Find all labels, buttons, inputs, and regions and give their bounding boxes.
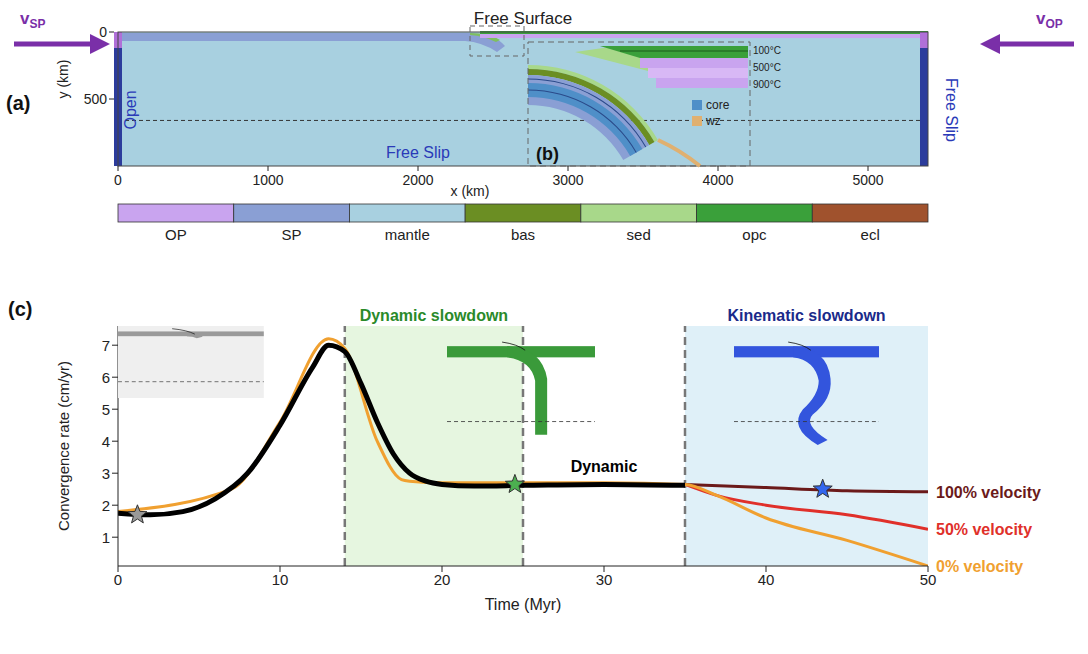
svg-text:0% velocity: 0% velocity [936,558,1023,575]
svg-text:opc: opc [742,226,767,243]
svg-text:x (km): x (km) [451,183,490,199]
svg-text:vOP: vOP [1036,9,1063,31]
svg-text:40: 40 [758,571,775,588]
svg-text:core: core [706,98,730,112]
svg-text:Dynamic: Dynamic [571,458,638,475]
svg-text:20: 20 [434,571,451,588]
svg-text:6: 6 [102,369,110,386]
svg-text:0: 0 [114,172,122,188]
svg-text:0: 0 [99,24,107,40]
svg-text:3000: 3000 [552,172,583,188]
svg-text:Free Slip: Free Slip [943,78,960,142]
svg-text:Time (Myr): Time (Myr) [485,596,562,613]
svg-text:4: 4 [102,433,110,450]
svg-text:1000: 1000 [252,172,283,188]
svg-text:50: 50 [920,571,937,588]
svg-text:30: 30 [596,571,613,588]
html-text:(c): (c) [8,298,33,320]
svg-text:900°C: 900°C [753,79,781,90]
svg-text:0: 0 [114,571,122,588]
svg-text:5000: 5000 [852,172,883,188]
svg-text:Convergence rate (cm/yr): Convergence rate (cm/yr) [55,361,72,531]
svg-text:(a): (a) [6,92,30,114]
svg-text:3: 3 [102,465,110,482]
svg-text:OP: OP [165,226,187,243]
svg-text:vSP: vSP [20,9,45,31]
svg-text:4000: 4000 [702,172,733,188]
svg-text:500°C: 500°C [753,62,781,73]
svg-text:(b): (b) [536,144,559,164]
svg-text:y (km): y (km) [55,60,71,99]
svg-text:10: 10 [272,571,289,588]
svg-text:5: 5 [102,401,110,418]
svg-text:ecl: ecl [861,226,880,243]
svg-text:Free Slip: Free Slip [386,144,450,161]
svg-text:wz: wz [705,114,721,128]
svg-text:100°C: 100°C [753,45,781,56]
svg-text:mantle: mantle [385,226,430,243]
svg-text:50% velocity: 50% velocity [936,521,1032,538]
svg-text:SP: SP [282,226,302,243]
svg-text:bas: bas [511,226,535,243]
svg-text:100% velocity: 100% velocity [936,484,1041,501]
svg-text:sed: sed [627,226,651,243]
svg-text:Free Surface: Free Surface [474,9,572,28]
svg-text:2000: 2000 [402,172,433,188]
svg-text:2: 2 [102,497,110,514]
svg-text:Dynamic slowdown: Dynamic slowdown [360,307,508,324]
svg-text:7: 7 [102,337,110,354]
svg-text:500: 500 [84,91,108,107]
svg-text:Open: Open [122,90,139,129]
svg-text:1: 1 [102,529,110,546]
svg-text:Kinematic slowdown: Kinematic slowdown [727,307,885,324]
